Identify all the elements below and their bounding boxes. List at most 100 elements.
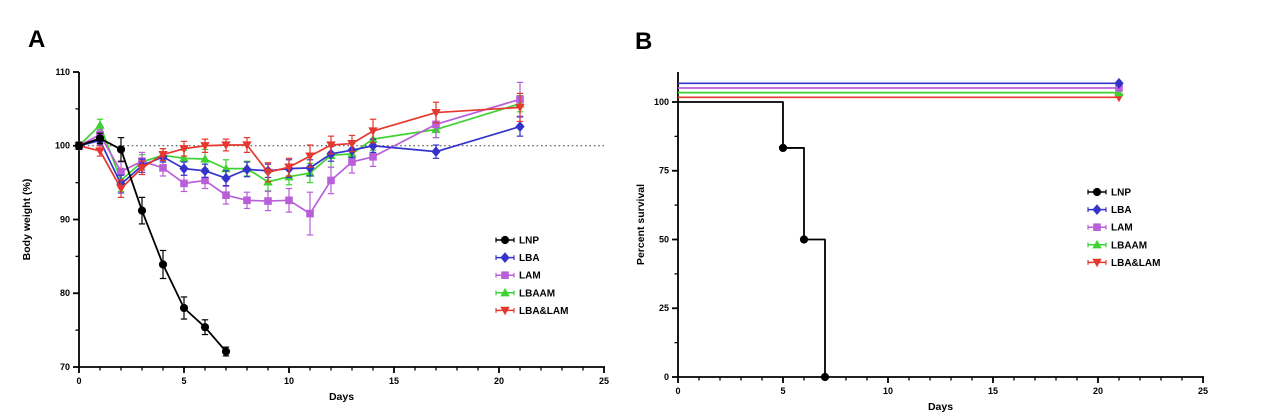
series-LBA-LAM [678, 93, 1124, 103]
LNP-marker [179, 303, 189, 313]
x-tick-label-A: 25 [599, 376, 609, 386]
LBAAM-marker [95, 120, 105, 129]
ylabel-A: Body weight (%) [21, 179, 33, 261]
x-tick-label-B: 25 [1198, 386, 1208, 396]
panel-b-label: B [635, 28, 653, 55]
LBAAM-marker [179, 153, 189, 162]
LBAAM-marker [200, 154, 210, 163]
axes-B: 0 25 50 75 100 0 5 10 15 20 25 [654, 72, 1208, 396]
LBA&LAM-marker [116, 184, 126, 194]
y-tick-label-B: 100 [654, 97, 669, 107]
LBAAM-legend-marker [500, 287, 510, 297]
legend-item-LBA: LBA [1087, 204, 1132, 216]
legend-label: LBA&LAM [1111, 258, 1160, 269]
LBA&LAM-marker [431, 108, 441, 118]
legend-item-LAM: LAM [495, 271, 541, 282]
y-tick-label-A: 100 [55, 141, 70, 151]
legend-item-LNP: LNP [1087, 187, 1131, 199]
LAM-marker [159, 164, 167, 172]
legend-label: LNP [519, 236, 539, 247]
x-tick-label-B: 5 [780, 386, 785, 396]
xlabel-A: Days [329, 391, 354, 403]
LBA&LAM-marker [347, 139, 357, 149]
legend-A: LNP LBA LAM LBAAM LBA&LAM [495, 235, 568, 317]
legend-label: LBAAM [519, 288, 555, 299]
x-tick-label-A: 15 [389, 376, 399, 386]
LAM-marker [180, 179, 188, 188]
LAM-marker [117, 167, 125, 176]
LBA&LAM-legend-marker [1092, 258, 1102, 268]
y-tick-label-A: 110 [55, 67, 70, 77]
LBA-marker [200, 165, 210, 177]
LBA-marker [242, 163, 252, 175]
LNP-legend-marker [500, 235, 510, 245]
LBA-marker [221, 172, 231, 184]
legend-item-LBA-LAM: LBA&LAM [1087, 258, 1160, 269]
legend-label: LBA [519, 253, 540, 264]
LAM-marker [432, 120, 440, 129]
y-tick-label-B: 50 [659, 234, 669, 244]
LBA&LAM-marker [95, 147, 105, 156]
LBA&LAM-marker [326, 141, 336, 150]
LNP-marker [158, 260, 168, 269]
percent-survival-chart: 0 25 50 75 100 0 5 10 15 20 25 Days Percent survival… [635, 72, 1208, 413]
LAM-marker [222, 191, 230, 199]
LBAAM-legend-marker [1092, 239, 1102, 249]
panel-a-label: A [28, 26, 46, 53]
series-LBAAM [678, 87, 1124, 97]
LBA-marker [515, 121, 525, 132]
LNP-marker [820, 372, 830, 382]
LBA&LAM-marker [200, 142, 210, 151]
y-tick-label-B: 75 [659, 166, 669, 176]
LNP-marker [116, 145, 126, 154]
x-tick-label-A: 20 [494, 376, 504, 386]
legend-item-LBA-LAM: LBA&LAM [495, 306, 568, 317]
LNP-marker [95, 134, 105, 143]
y-tick-label-A: 70 [60, 362, 70, 372]
LBA&LAM-marker [221, 141, 231, 150]
LAM-marker [201, 176, 209, 185]
LBA-marker [305, 162, 315, 174]
legend-item-LBA: LBA [495, 252, 540, 264]
x-tick-label-B: 20 [1093, 386, 1103, 396]
x-tick-label-B: 0 [675, 386, 680, 396]
LBA&LAM-marker [263, 168, 273, 178]
y-tick-label-B: 0 [664, 372, 669, 382]
legend-label: LBAAM [1111, 240, 1147, 251]
LAM-marker [285, 196, 293, 205]
LBA-marker [179, 163, 189, 175]
LAM-legend-marker [501, 271, 509, 279]
legend-item-LBAAM: LBAAM [495, 287, 555, 299]
x-tick-label-A: 5 [181, 376, 186, 386]
panel-a: A 70 80 90 100 110 0 5 10 15 20 25 Days Body weight … [0, 0, 630, 419]
LBA-legend-marker [1092, 204, 1102, 215]
LBA&LAM-marker [179, 145, 189, 154]
legend-label: LBA [1111, 205, 1132, 216]
series-LBA [678, 77, 1124, 89]
LNP-marker [221, 347, 231, 356]
LBAAM-marker [1114, 87, 1124, 97]
LBA-marker [431, 146, 441, 158]
LBA-legend-marker [500, 252, 510, 263]
LBAAM-marker [221, 163, 231, 173]
LNP-legend-marker [1092, 187, 1102, 197]
LBA&LAM-marker [284, 163, 294, 173]
series-LNP [74, 132, 231, 357]
legend-label: LAM [1111, 223, 1133, 234]
ylabel-B: Percent survival [635, 184, 647, 265]
series-LBAAM [74, 94, 525, 193]
LBA&LAM-marker [368, 127, 378, 136]
LAM-marker [327, 176, 335, 185]
series-LNP [678, 101, 830, 382]
legend-label: LAM [519, 271, 541, 282]
LAM-marker [264, 197, 272, 205]
legend-label: LBA&LAM [519, 306, 568, 317]
LBA&LAM-marker [515, 103, 525, 113]
LAM-marker [348, 158, 356, 166]
panel-b: B 0 25 50 75 100 0 5 10 15 20 25 Days Percent surviv… [630, 0, 1268, 419]
LBA&LAM-marker [305, 152, 315, 161]
legend-item-LNP: LNP [495, 235, 539, 247]
axes-A: 70 80 90 100 110 0 5 10 15 20 25 [55, 67, 609, 386]
series-LBA-LAM [74, 92, 525, 198]
